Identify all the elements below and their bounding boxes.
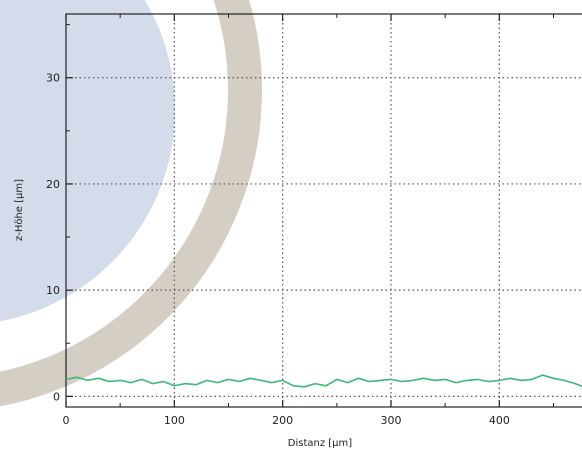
y-tick-label: 30	[46, 72, 60, 85]
x-tick-label: 200	[272, 414, 293, 427]
y-tick-label: 0	[53, 390, 60, 403]
data-series	[65, 374, 582, 388]
x-tick-label: 300	[381, 414, 402, 427]
plot-frame	[65, 13, 582, 408]
y-axis-label: z-Höhe [µm]	[14, 179, 25, 241]
y-tick-label: 10	[46, 284, 60, 297]
x-tick-label: 0	[63, 414, 70, 427]
x-tick-label: 400	[489, 414, 510, 427]
y-tick-label: 20	[46, 178, 60, 191]
series-line	[65, 374, 582, 388]
x-axis-label: Distanz [µm]	[288, 438, 353, 449]
grid-lines	[66, 14, 582, 407]
background-watermark	[0, 0, 262, 407]
x-tick-label: 100	[164, 414, 185, 427]
tick-labels: 0 100 200 300 400 0 10 20 30	[46, 72, 510, 427]
axis-ticks	[65, 14, 554, 407]
